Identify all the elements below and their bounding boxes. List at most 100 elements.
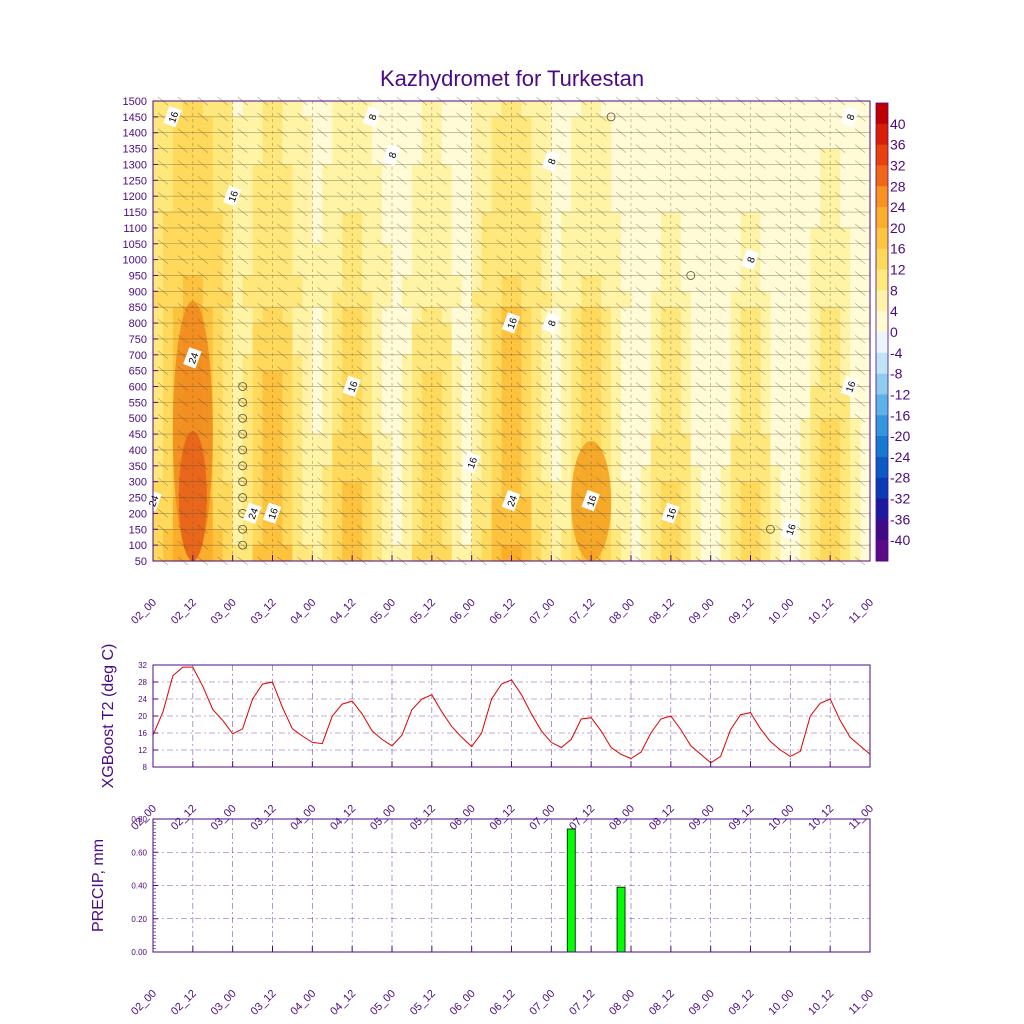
x-tick-label: 04_12 (328, 803, 358, 833)
field-cell (252, 323, 264, 340)
contour-label: 16 (342, 375, 361, 398)
field-cell (710, 164, 722, 181)
field-cell (840, 545, 851, 562)
field-cell (222, 212, 234, 229)
field-cell (272, 307, 284, 324)
wind-barb (376, 176, 388, 185)
field-cell (760, 386, 772, 403)
wind-barb (277, 128, 288, 137)
wind-barb (396, 176, 408, 185)
wind-barb (376, 160, 388, 169)
wind-barb (854, 176, 866, 185)
field-cell (690, 481, 702, 499)
field-cell (252, 513, 264, 530)
colorbar-label: -32 (890, 491, 910, 507)
field-cell (372, 481, 383, 499)
field-cell (531, 243, 542, 261)
field-cell (780, 481, 791, 499)
colorbar-label: 20 (890, 220, 906, 236)
field-cell (810, 323, 821, 340)
field-cell (780, 275, 791, 292)
wind-barb (376, 334, 388, 344)
field-cell (232, 354, 244, 372)
wind-barb (317, 112, 328, 122)
field-cell (242, 116, 254, 134)
field-cell (262, 116, 274, 134)
wind-barb (595, 366, 607, 375)
field-cell (760, 180, 772, 197)
field-cell (222, 370, 234, 388)
wind-barb (277, 382, 288, 391)
field-cell (631, 529, 642, 546)
field-cell (401, 132, 413, 150)
x-tick-label: 02_00 (129, 597, 159, 627)
field-cell (431, 132, 443, 150)
field-cell (730, 370, 742, 388)
field-cell (830, 196, 841, 213)
field-cell (680, 323, 692, 340)
field-cell (840, 291, 851, 308)
field-cell (690, 370, 702, 388)
wind-barb (755, 477, 766, 486)
wind-barb (755, 350, 766, 360)
field-cell (581, 386, 592, 403)
field-cell (272, 354, 284, 372)
field-cell (621, 323, 632, 340)
wind-barb (675, 398, 686, 407)
wind-barb (655, 191, 667, 201)
wind-barb (576, 318, 587, 328)
field-cell (382, 513, 393, 530)
field-cell (700, 291, 712, 308)
field-cell (611, 386, 622, 403)
wind-barb (157, 525, 169, 534)
field-cell (640, 402, 652, 419)
field-cell (362, 164, 373, 181)
field-cell (153, 101, 164, 118)
wind-barb (695, 239, 706, 248)
wind-barb (257, 112, 268, 122)
wind-barb (496, 287, 507, 296)
contour-label: 8 (840, 106, 859, 128)
field-cell (491, 402, 503, 419)
wind-barb (257, 128, 268, 137)
field-cell (481, 291, 493, 308)
field-cell (780, 497, 791, 515)
wind-barb (197, 493, 208, 502)
wind-barb (376, 398, 388, 407)
wind-barb (476, 429, 487, 439)
contour-label-text: 8 (845, 112, 857, 121)
field-cell (441, 465, 453, 483)
field-cell (790, 465, 801, 483)
field-cell (581, 275, 592, 292)
field-cell (840, 180, 851, 197)
field-cell (521, 434, 533, 451)
field-cell (611, 354, 622, 372)
field-cell (551, 513, 562, 530)
wind-barb (217, 429, 228, 439)
wind-barb (536, 334, 547, 344)
field-cell (730, 212, 742, 229)
field-cell (362, 338, 373, 356)
wind-barb (396, 350, 408, 360)
field-cell (670, 180, 682, 197)
field-cell (650, 164, 662, 181)
field-cell (451, 497, 463, 515)
field-cell (372, 434, 383, 451)
wind-barb (376, 191, 388, 201)
field-cell (262, 259, 274, 277)
field-cell (162, 481, 174, 499)
wind-barb (834, 207, 846, 217)
wind-barb (157, 271, 169, 280)
wind-barb (655, 271, 667, 280)
wind-barb (317, 255, 328, 264)
field-cell (481, 212, 493, 229)
wind-barb (755, 191, 766, 201)
wind-barb (416, 540, 428, 550)
wind-barb (376, 429, 388, 439)
wind-barb (635, 334, 647, 344)
field-cell (860, 259, 871, 277)
field-cell (202, 227, 214, 245)
field-cell (790, 386, 801, 403)
field-cell (322, 259, 333, 277)
field-cell (382, 529, 393, 546)
